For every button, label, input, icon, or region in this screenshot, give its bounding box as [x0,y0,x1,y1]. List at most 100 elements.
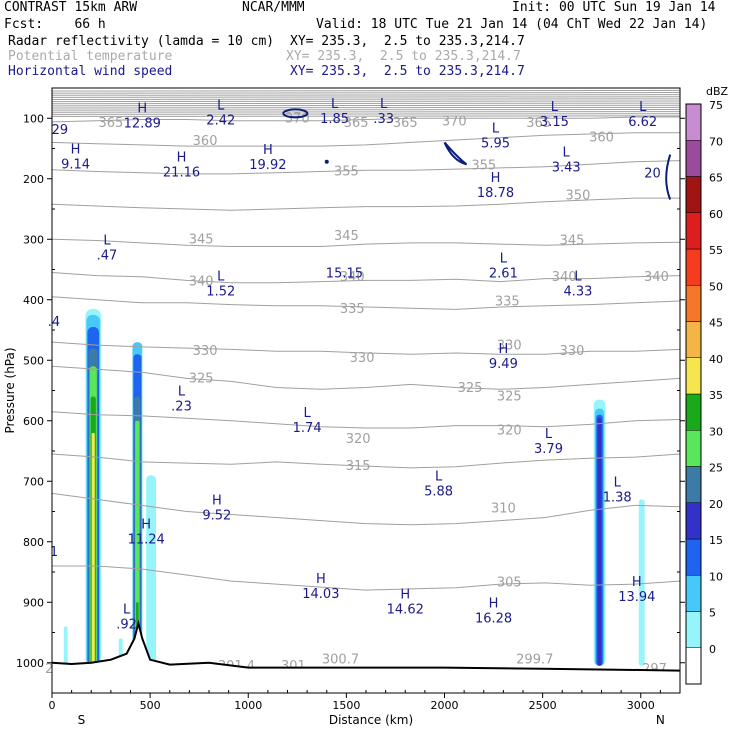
wind-extremum-marker: H [212,493,222,508]
theta-contour-330 [51,341,681,355]
x-tick-label: 1000 [234,699,262,712]
theta-label: 370 [442,114,467,129]
colorbar-tick-label: 35 [709,389,723,402]
theta-label: 299.7 [516,653,553,668]
wind-extremum-marker: H [498,342,508,357]
theta-label: 345 [189,232,214,247]
wind-extremum-marker: L [103,233,111,248]
theta-label: 335 [495,295,520,310]
y-tick-label: 200 [23,173,44,186]
colorbar-tick-label: 15 [709,534,723,547]
colorbar-swatch [685,103,702,141]
theta-label: 330 [560,344,585,359]
x-end-label-south: S [78,713,86,727]
theta-label: 325 [458,381,483,396]
x-tick-label: 0 [49,699,56,712]
wind-extremum-marker: H [141,518,151,533]
theta-label: 320 [497,423,522,438]
wind-contour [665,154,672,200]
y-tick-label: 800 [23,536,44,549]
institution-label: NCAR/MMM [242,0,305,15]
colorbar-swatch [685,176,702,213]
wind-speed-label: 1.38 [603,490,632,505]
field2-name: Potential temperature [8,49,173,64]
y-tick-label: 100 [23,112,44,125]
theta-contour-upper [51,92,681,94]
wind-speed-label: 1.74 [293,421,322,436]
wind-extremum-marker: L [574,270,582,285]
wind-extremum-marker: L [639,100,647,115]
theta-label: 340 [189,275,214,290]
theta-contour-325 [51,365,681,390]
valid-time: Valid: 18 UTC Tue 21 Jan 14 (04 ChT Wed … [316,17,708,32]
theta-label: 305 [497,575,522,590]
colorbar-swatch [685,647,702,685]
model-title: CONTRAST 15km ARW [4,0,138,15]
theta-contour-upper [51,104,681,107]
wind-speed-label: 13.94 [618,590,655,605]
field1-xy: XY= 235.3, 2.5 to 235.3,214.7 [290,34,525,49]
wind-speed-label: 2.61 [489,266,518,281]
wind-speed-label: 1 [50,545,58,560]
wind-speed-label: 21.16 [163,165,200,180]
wind-extremum-marker: L [217,98,225,113]
y-axis-label: Pressure (hPa) [3,347,17,433]
wind-extremum-marker: L [435,469,443,484]
theta-contour-upper [51,113,681,115]
wind-extremum-marker: H [489,596,499,611]
y-tick-label: 500 [23,354,44,367]
theta-label: 335 [340,302,365,317]
colorbar-tick-label: 5 [709,607,716,620]
theta-contour-320 [51,411,681,429]
y-tick-label: 300 [23,233,44,246]
theta-contour-upper [51,102,681,105]
wind-extremum-marker: H [177,150,187,165]
colorbar-swatch [685,611,702,648]
theta-contour-upper [51,106,681,109]
colorbar-swatch [685,248,702,286]
theta-label: 350 [566,189,591,204]
wind-speed-label: 18.78 [477,186,514,201]
wind-extremum-marker: L [178,385,186,400]
theta-label: 355 [471,158,496,173]
wind-speed-label: .92 [116,617,137,632]
wind-contour [443,141,468,166]
wind-extremum-marker: L [123,602,131,617]
theta-label: 365 [393,116,418,131]
colorbar-tick-label: 0 [709,643,716,656]
colorbar-frame [685,103,702,685]
wind-extremum-marker: H [71,143,81,158]
theta-contour-upper [51,96,681,98]
theta-label: 345 [560,233,585,248]
theta-label: 370 [285,111,310,126]
colorbar-tick-label: 55 [709,244,723,257]
wind-speed-label: .23 [171,400,192,415]
reflectivity-cell [91,432,95,666]
theta-label: 360 [589,131,614,146]
wind-extremum-marker: L [217,270,225,285]
theta-label: 365 [526,116,551,131]
theta-label: 315 [346,459,371,474]
wind-speed-label: 12.89 [124,116,161,131]
theta-label: 320 [346,432,371,447]
theta-label: 340 [644,270,669,285]
theta-contour-315 [51,453,681,469]
theta-contour-upper [51,94,681,96]
wind-speed-label: 2.42 [206,113,235,128]
theta-label: 340 [552,270,577,285]
wind-extremum-marker: L [545,427,553,442]
theta-label: 365 [344,116,369,131]
wind-speed-label: 14.03 [302,587,339,602]
wind-speed-label: 20 [644,167,661,182]
colorbar-swatch [685,285,702,322]
theta-contour-upper [51,115,681,117]
theta-contour-305 [52,565,681,591]
colorbar-swatch [685,466,702,503]
wind-extremum-marker: L [500,251,508,266]
wind-extremum-marker: H [632,575,642,590]
wind-speed-label: 11.24 [128,533,165,548]
wind-extremum-marker: H [400,587,410,602]
y-tick-label: 700 [23,475,44,488]
theta-label: 325 [497,390,522,405]
wind-extremum-marker: L [551,100,559,115]
